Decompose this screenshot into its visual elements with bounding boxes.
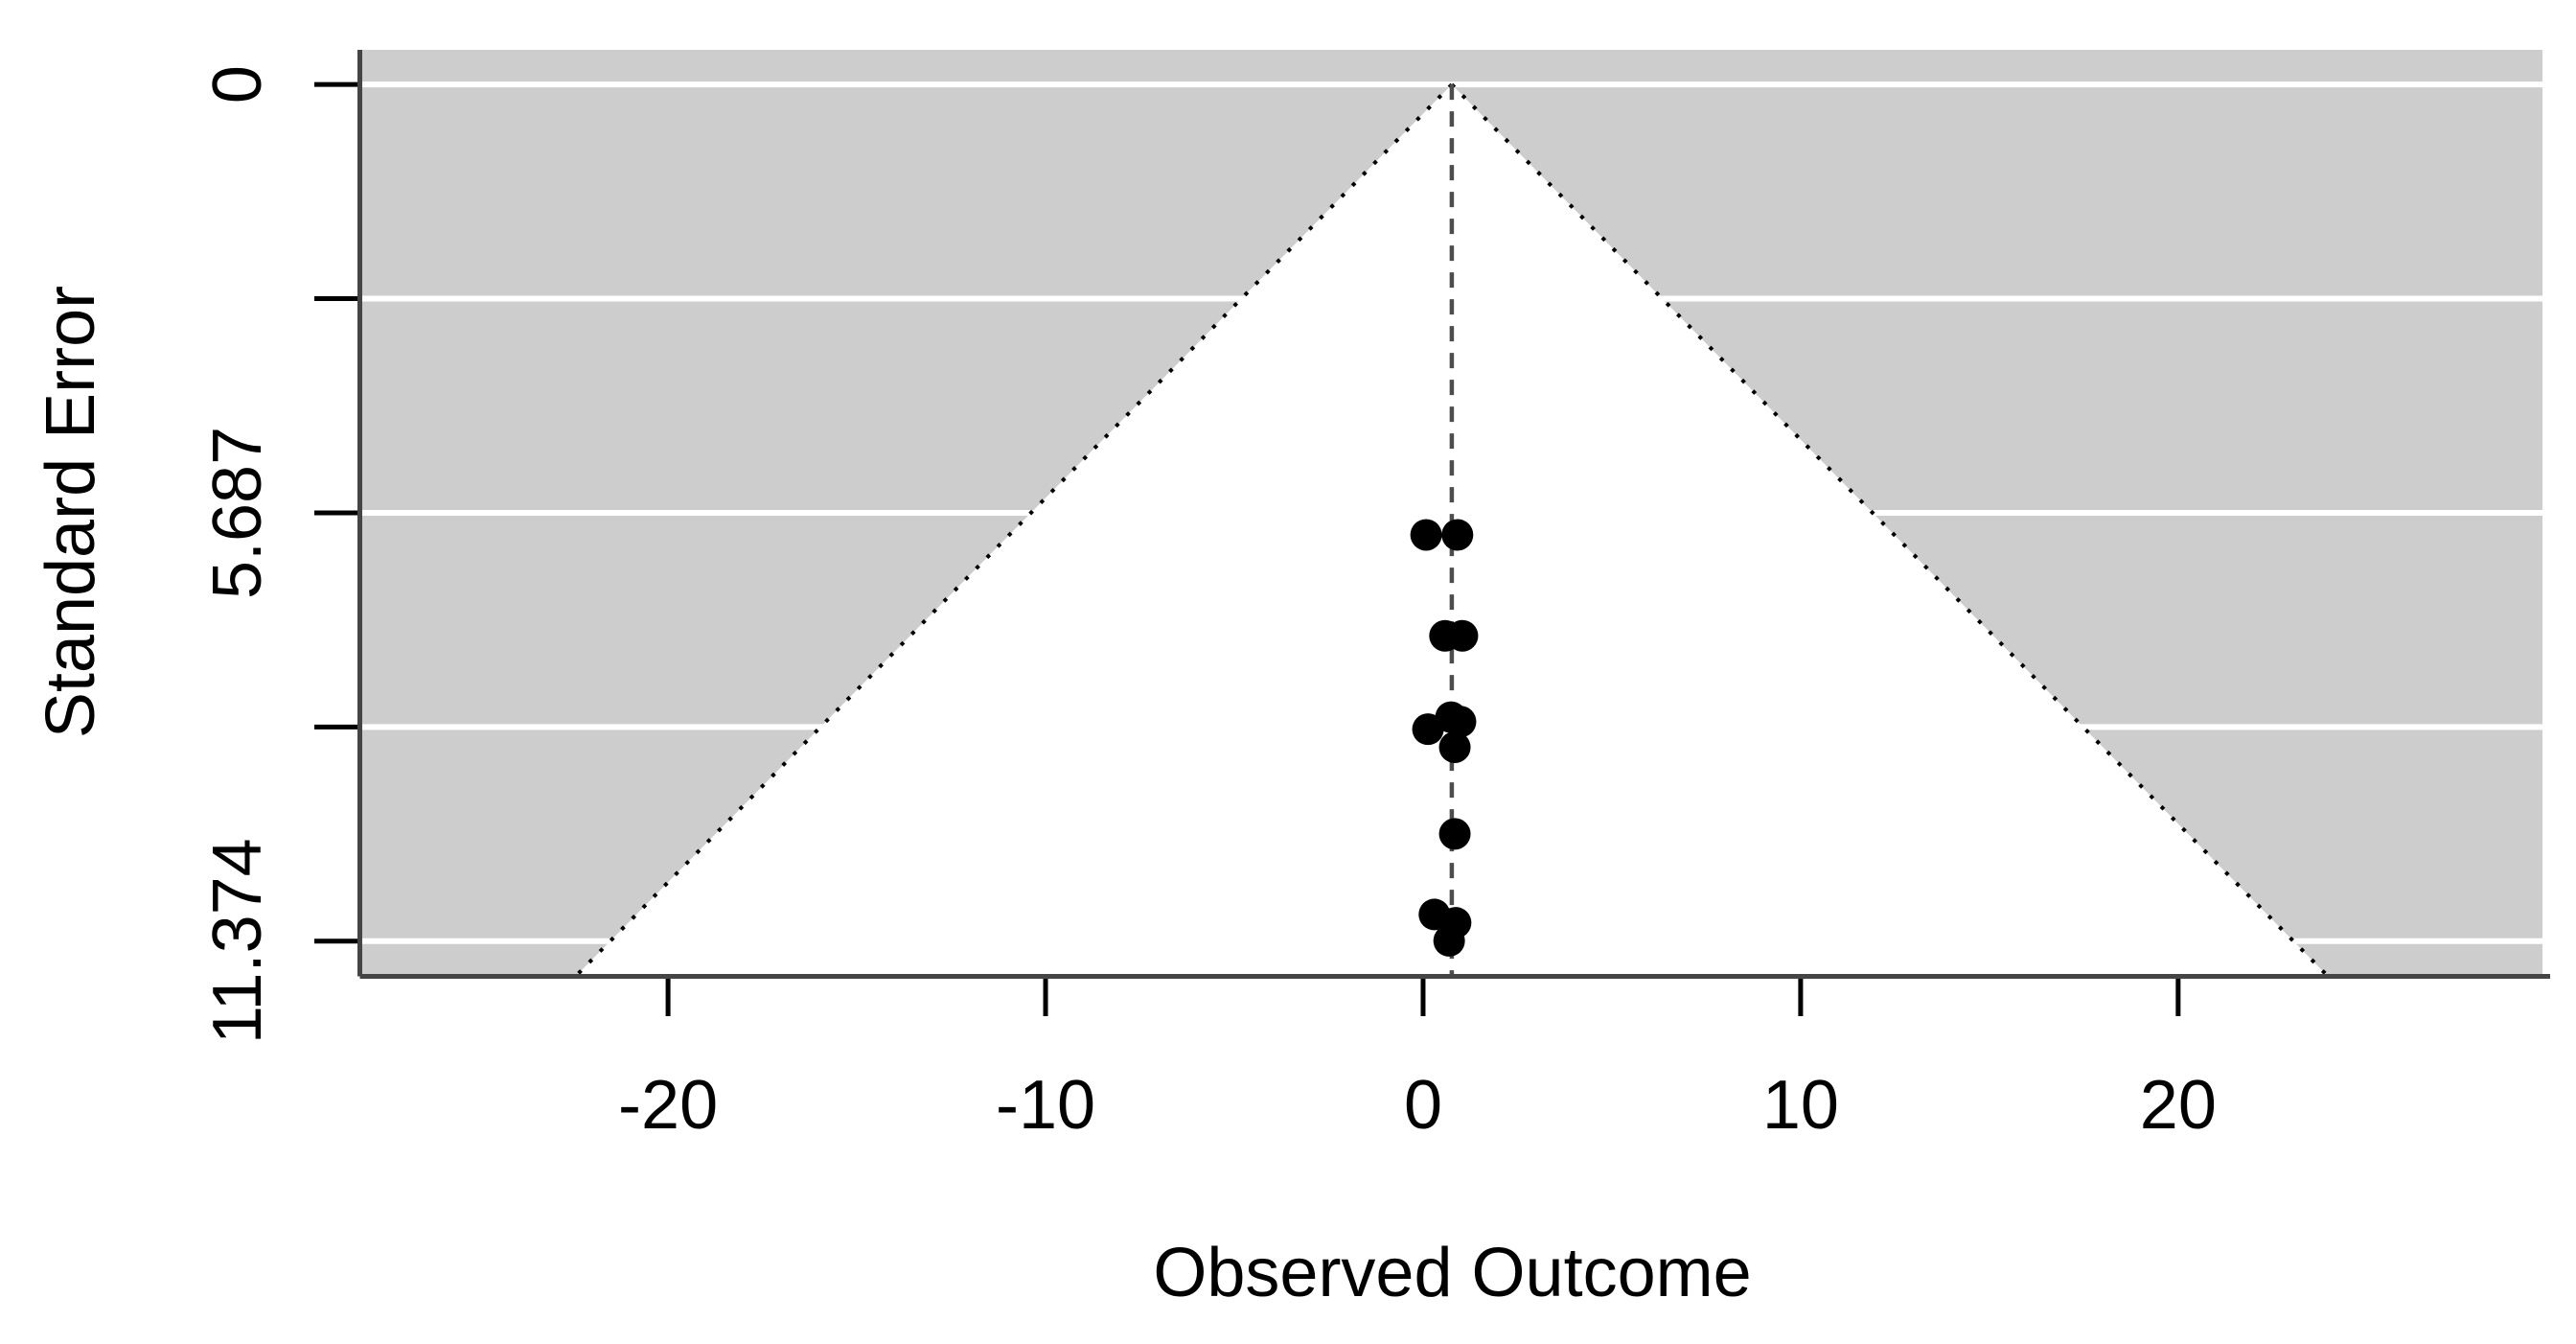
study-point bbox=[1433, 924, 1465, 957]
y-tick-labels: 0 5.687 11.374 bbox=[199, 65, 276, 1044]
y-tick-label: 0 bbox=[199, 65, 276, 104]
y-tick-label: 5.687 bbox=[199, 427, 276, 599]
x-tick-label: 10 bbox=[1762, 1067, 1839, 1144]
axes bbox=[314, 50, 2550, 1016]
data-points bbox=[1410, 519, 1479, 957]
x-tick-label: 0 bbox=[1404, 1067, 1442, 1144]
study-point bbox=[1444, 706, 1477, 738]
study-point bbox=[1410, 519, 1442, 551]
x-tick-label: -10 bbox=[996, 1067, 1095, 1144]
x-axis-title: Observed Outcome bbox=[1153, 1235, 1751, 1311]
x-tick-label: 20 bbox=[2140, 1067, 2217, 1144]
y-tick-label: 11.374 bbox=[199, 838, 276, 1044]
study-point bbox=[1438, 731, 1471, 764]
study-point bbox=[1441, 519, 1474, 551]
x-tick-labels: -20 -10 0 10 20 bbox=[618, 1067, 2217, 1144]
study-point bbox=[1438, 818, 1471, 850]
x-tick-label: -20 bbox=[618, 1067, 718, 1144]
study-point bbox=[1446, 619, 1479, 652]
y-axis-title: Standard Error bbox=[33, 286, 109, 738]
